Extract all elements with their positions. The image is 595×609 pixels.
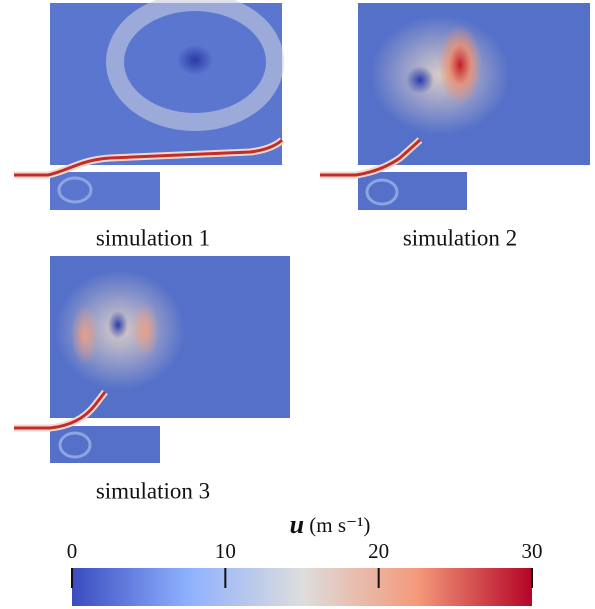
colorbar: u (m s⁻¹) 0 10 20 30	[67, 510, 543, 606]
jet	[320, 138, 422, 177]
tick-label: 10	[215, 539, 236, 563]
vortex-core	[177, 45, 213, 75]
colorbar-bar	[72, 568, 532, 606]
cavity	[358, 172, 467, 210]
hot-spot	[71, 305, 99, 365]
cavity-vortex	[365, 178, 399, 206]
panel-1: simulation 1	[14, 0, 285, 250]
vortex	[106, 0, 284, 131]
jet	[14, 138, 284, 177]
cavity-vortex	[57, 176, 93, 204]
jet	[14, 391, 107, 430]
colorbar-unit: (m s⁻¹)	[309, 513, 370, 537]
domain	[50, 3, 282, 165]
cavity	[50, 172, 160, 210]
vortex-core	[406, 66, 434, 94]
panel-label: simulation 1	[96, 225, 210, 250]
panel-2: simulation 2	[320, 3, 590, 250]
panel-label: simulation 2	[403, 225, 517, 250]
colorbar-label: u (m s⁻¹)	[290, 510, 371, 539]
cavity-vortex	[58, 431, 92, 459]
cavity	[50, 426, 160, 463]
tick-label: 20	[368, 539, 389, 563]
tick-label: 30	[522, 539, 543, 563]
panel-label: simulation 3	[96, 478, 210, 503]
hot-spot	[438, 25, 482, 105]
vortex-core	[108, 311, 128, 339]
colorbar-symbol: u	[290, 510, 304, 539]
panel-3: simulation 3	[14, 256, 290, 503]
hot-spot	[131, 302, 159, 358]
tick-label: 0	[67, 539, 78, 563]
